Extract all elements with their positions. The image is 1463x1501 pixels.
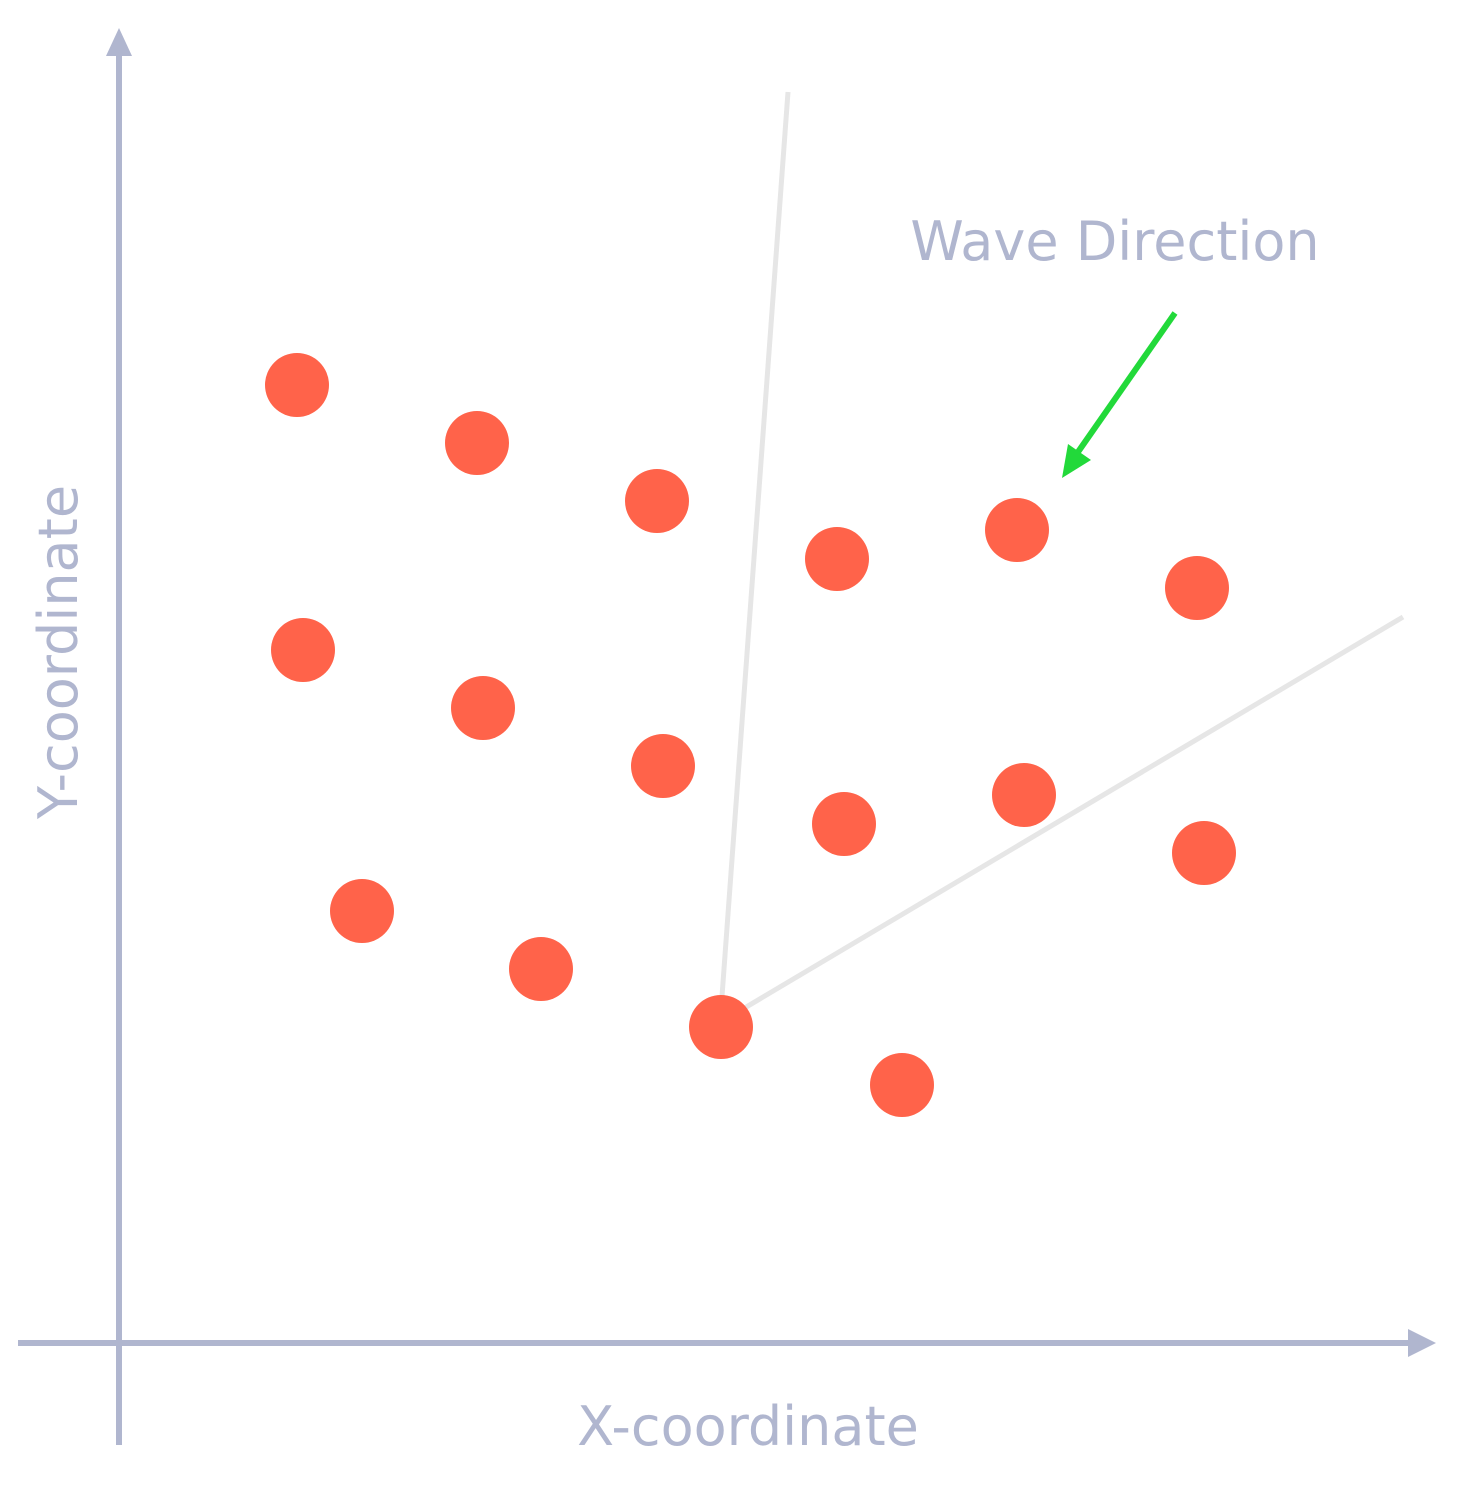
point bbox=[805, 527, 869, 591]
axes bbox=[18, 28, 1436, 1445]
x-axis-arrowhead bbox=[1408, 1329, 1436, 1357]
arrow-head-icon bbox=[1062, 444, 1091, 478]
point bbox=[451, 676, 515, 740]
arrow-icon bbox=[1075, 311, 1178, 454]
point bbox=[631, 734, 695, 798]
wave-direction-annotation: Wave Direction bbox=[910, 210, 1320, 478]
point bbox=[689, 995, 753, 1059]
guide-line-diagonal bbox=[719, 614, 1405, 1025]
y-axis-arrowhead bbox=[106, 28, 132, 56]
points bbox=[265, 353, 1236, 1117]
point bbox=[625, 469, 689, 533]
point bbox=[812, 792, 876, 856]
guide-lines bbox=[718, 91, 1405, 1025]
point bbox=[985, 498, 1049, 562]
point bbox=[992, 763, 1056, 827]
point bbox=[330, 879, 394, 943]
point bbox=[870, 1053, 934, 1117]
point bbox=[445, 411, 509, 475]
point bbox=[271, 618, 335, 682]
point bbox=[1165, 556, 1229, 620]
guide-line-vertical bbox=[718, 91, 791, 1011]
point bbox=[509, 937, 573, 1001]
point bbox=[265, 353, 329, 417]
annotation-label: Wave Direction bbox=[910, 210, 1319, 273]
y-axis-label: Y-coordinate bbox=[27, 485, 90, 820]
x-axis-label: X-coordinate bbox=[577, 1395, 919, 1458]
point bbox=[1172, 821, 1236, 885]
